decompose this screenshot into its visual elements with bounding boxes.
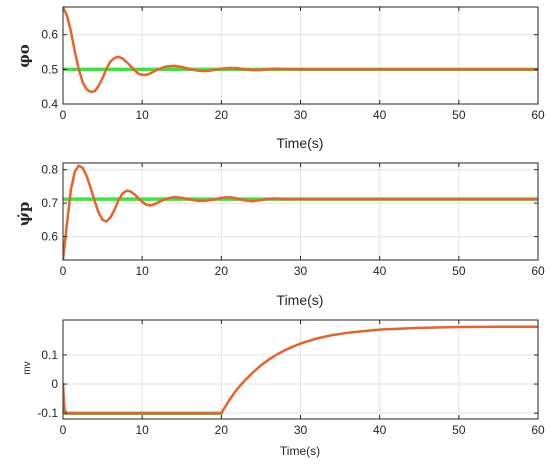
phi-o-x-tick-label: 50 [452,108,466,122]
mv-y-tick-label: -0.1 [37,406,58,420]
psi-dot-p-x-tick-label: 0 [60,264,67,278]
phi-o-panel: 0 10 20 30 40 50 60 0.4 0.5 0.6 Time(s) φo [15,6,545,151]
psi-dot-p-y-tick-label: 0.6 [41,230,58,244]
phi-o-x-tick-label: 10 [135,108,149,122]
mv-y-axis-label: mv [22,361,33,374]
mv-x-tick-label: 20 [215,423,229,437]
phi-o-x-axis-label: Time(s) [277,135,324,151]
psi-dot-p-y-tick-label: 0.7 [41,196,58,210]
psi-dot-p-x-tick-label: 20 [215,264,229,278]
mv-x-tick-label: 60 [531,423,545,437]
mv-x-tick-label: 10 [135,423,149,437]
psi-dot-p-x-tick-label: 50 [452,264,466,278]
psi-dot-p-x-axis-label: Time(s) [277,292,324,308]
phi-o-response-line [63,7,538,94]
mv-x-tick-label: 0 [60,423,67,437]
psi-dot-p-y-tick-label: 0.8 [41,163,58,177]
phi-o-y-tick-label: 0.6 [41,28,58,42]
mv-x-axis-label: Time(s) [280,444,320,458]
phi-o-y-tick-label: 0.5 [41,62,58,76]
phi-o-x-tick-label: 60 [531,108,545,122]
mv-y-tick-label: 0 [51,377,58,391]
mv-y-tick-label: 0.1 [41,348,58,362]
psi-dot-p-x-tick-label: 10 [135,264,149,278]
phi-o-x-tick-label: 30 [294,108,308,122]
psi-dot-p-y-axis-label: ψ̇p [15,202,33,227]
mv-x-tick-label: 40 [373,423,387,437]
phi-o-y-axis-label: φo [15,44,33,68]
mv-panel: 0 10 20 30 40 50 60-0.100.1 Time(s) mv [22,319,545,458]
mv-response-line [63,325,538,415]
phi-o-x-tick-label: 20 [215,108,229,122]
psi-dot-p-x-tick-label: 30 [294,264,308,278]
phi-o-y-tick-label: 0.4 [41,97,58,111]
psi-dot-p-x-tick-label: 60 [531,264,545,278]
phi-o-x-tick-label: 0 [60,108,67,122]
mv-x-tick-label: 50 [452,423,466,437]
psi-dot-p-panel: 0 10 20 30 40 50 60 0.6 0.7 0.8 Time(s) ψ̇p [15,162,545,308]
mv-x-tick-label: 30 [294,423,308,437]
phi-o-x-tick-label: 40 [373,108,387,122]
psi-dot-p-response-line [63,164,538,260]
psi-dot-p-x-tick-label: 40 [373,264,387,278]
